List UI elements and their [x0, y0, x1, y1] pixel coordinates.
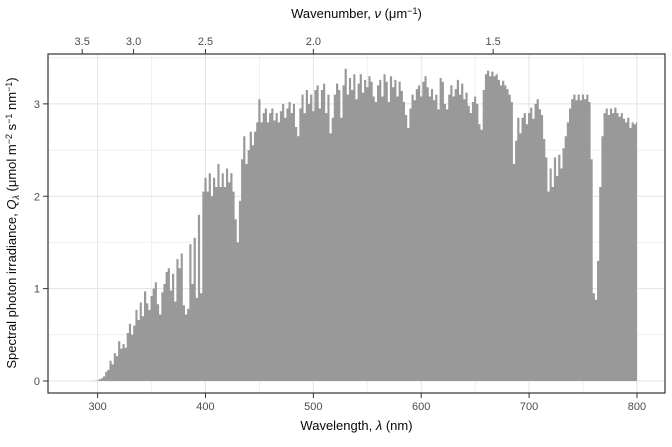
x-tick-label: 400 — [196, 401, 214, 413]
superscript: −1 — [407, 6, 418, 16]
spectrum-area — [76, 68, 637, 382]
top-tick-label: 2.5 — [198, 36, 213, 48]
top-axis-title: Wavenumber, ν (μm−1) — [291, 6, 422, 21]
y-tick-label: 0 — [34, 376, 40, 388]
x-tick-label: 500 — [304, 401, 322, 413]
x-tick-label: 700 — [520, 401, 538, 413]
top-axis-title-text: Wavenumber, — [291, 6, 375, 21]
top-tick-label: 1.5 — [485, 36, 500, 48]
top-tick-label: 3.0 — [126, 36, 141, 48]
x-tick-label: 300 — [88, 401, 106, 413]
y-tick-label: 3 — [34, 99, 40, 111]
x-tick-label: 800 — [628, 401, 646, 413]
top-tick-label: 3.5 — [75, 36, 90, 48]
y-tick-label: 1 — [34, 284, 40, 296]
nu-symbol: ν — [374, 6, 381, 21]
x-axis-title: Wavelength, λ (nm) — [300, 418, 413, 433]
y-tick-label: 2 — [34, 191, 40, 203]
lambda-symbol: λ — [375, 418, 383, 433]
panel-border — [47, 53, 666, 394]
x-axis-title-text: Wavelength, — [300, 418, 376, 433]
top-tick-label: 2.0 — [306, 36, 321, 48]
x-tick-label: 600 — [412, 401, 430, 413]
